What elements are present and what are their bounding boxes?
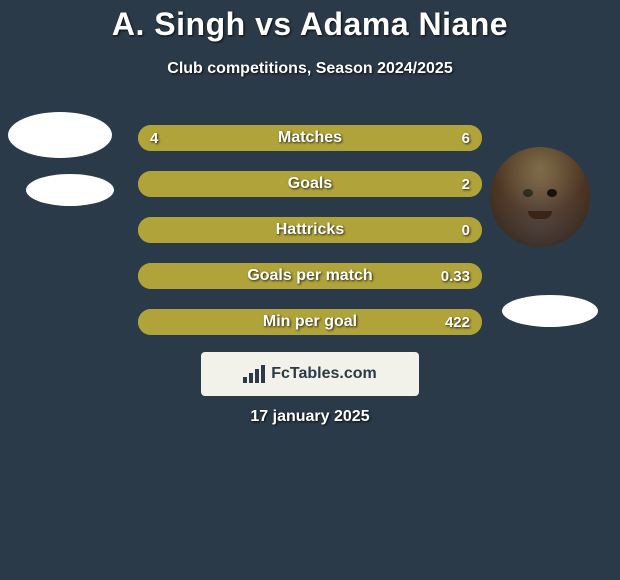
stat-row: Min per goal422 xyxy=(138,309,482,335)
stat-value-right: 422 xyxy=(445,309,470,335)
stat-label: Hattricks xyxy=(138,217,482,243)
player-right-flag xyxy=(502,295,598,327)
stat-row: Goals2 xyxy=(138,171,482,197)
player-left-flag xyxy=(26,174,114,206)
stat-label: Matches xyxy=(138,125,482,151)
bar-chart-icon xyxy=(243,365,265,383)
player-left-avatar xyxy=(8,112,112,158)
page-subtitle: Club competitions, Season 2024/2025 xyxy=(0,60,620,78)
stat-value-right: 6 xyxy=(462,125,470,151)
fctables-logo: FcTables.com xyxy=(201,352,419,396)
stat-label: Goals xyxy=(138,171,482,197)
stat-value-right: 0.33 xyxy=(441,263,470,289)
stat-bars: Matches4 6 Goals2 Hattricks0 Goals per match… xyxy=(138,125,482,355)
snapshot-date: 17 january 2025 xyxy=(0,408,620,426)
player-right-avatar xyxy=(490,147,590,247)
stat-row: Goals per match0.33 xyxy=(138,263,482,289)
player-right-face xyxy=(490,147,590,247)
page-title: A. Singh vs Adama Niane xyxy=(0,6,620,43)
stat-row: Matches4 6 xyxy=(138,125,482,151)
stat-value-left: 4 xyxy=(150,125,158,151)
stat-row: Hattricks0 xyxy=(138,217,482,243)
comparison-infographic: A. Singh vs Adama Niane Club competition… xyxy=(0,0,620,580)
stat-value-right: 0 xyxy=(462,217,470,243)
stat-label: Min per goal xyxy=(138,309,482,335)
fctables-logo-text: FcTables.com xyxy=(271,365,377,383)
stat-label: Goals per match xyxy=(138,263,482,289)
stat-value-right: 2 xyxy=(462,171,470,197)
